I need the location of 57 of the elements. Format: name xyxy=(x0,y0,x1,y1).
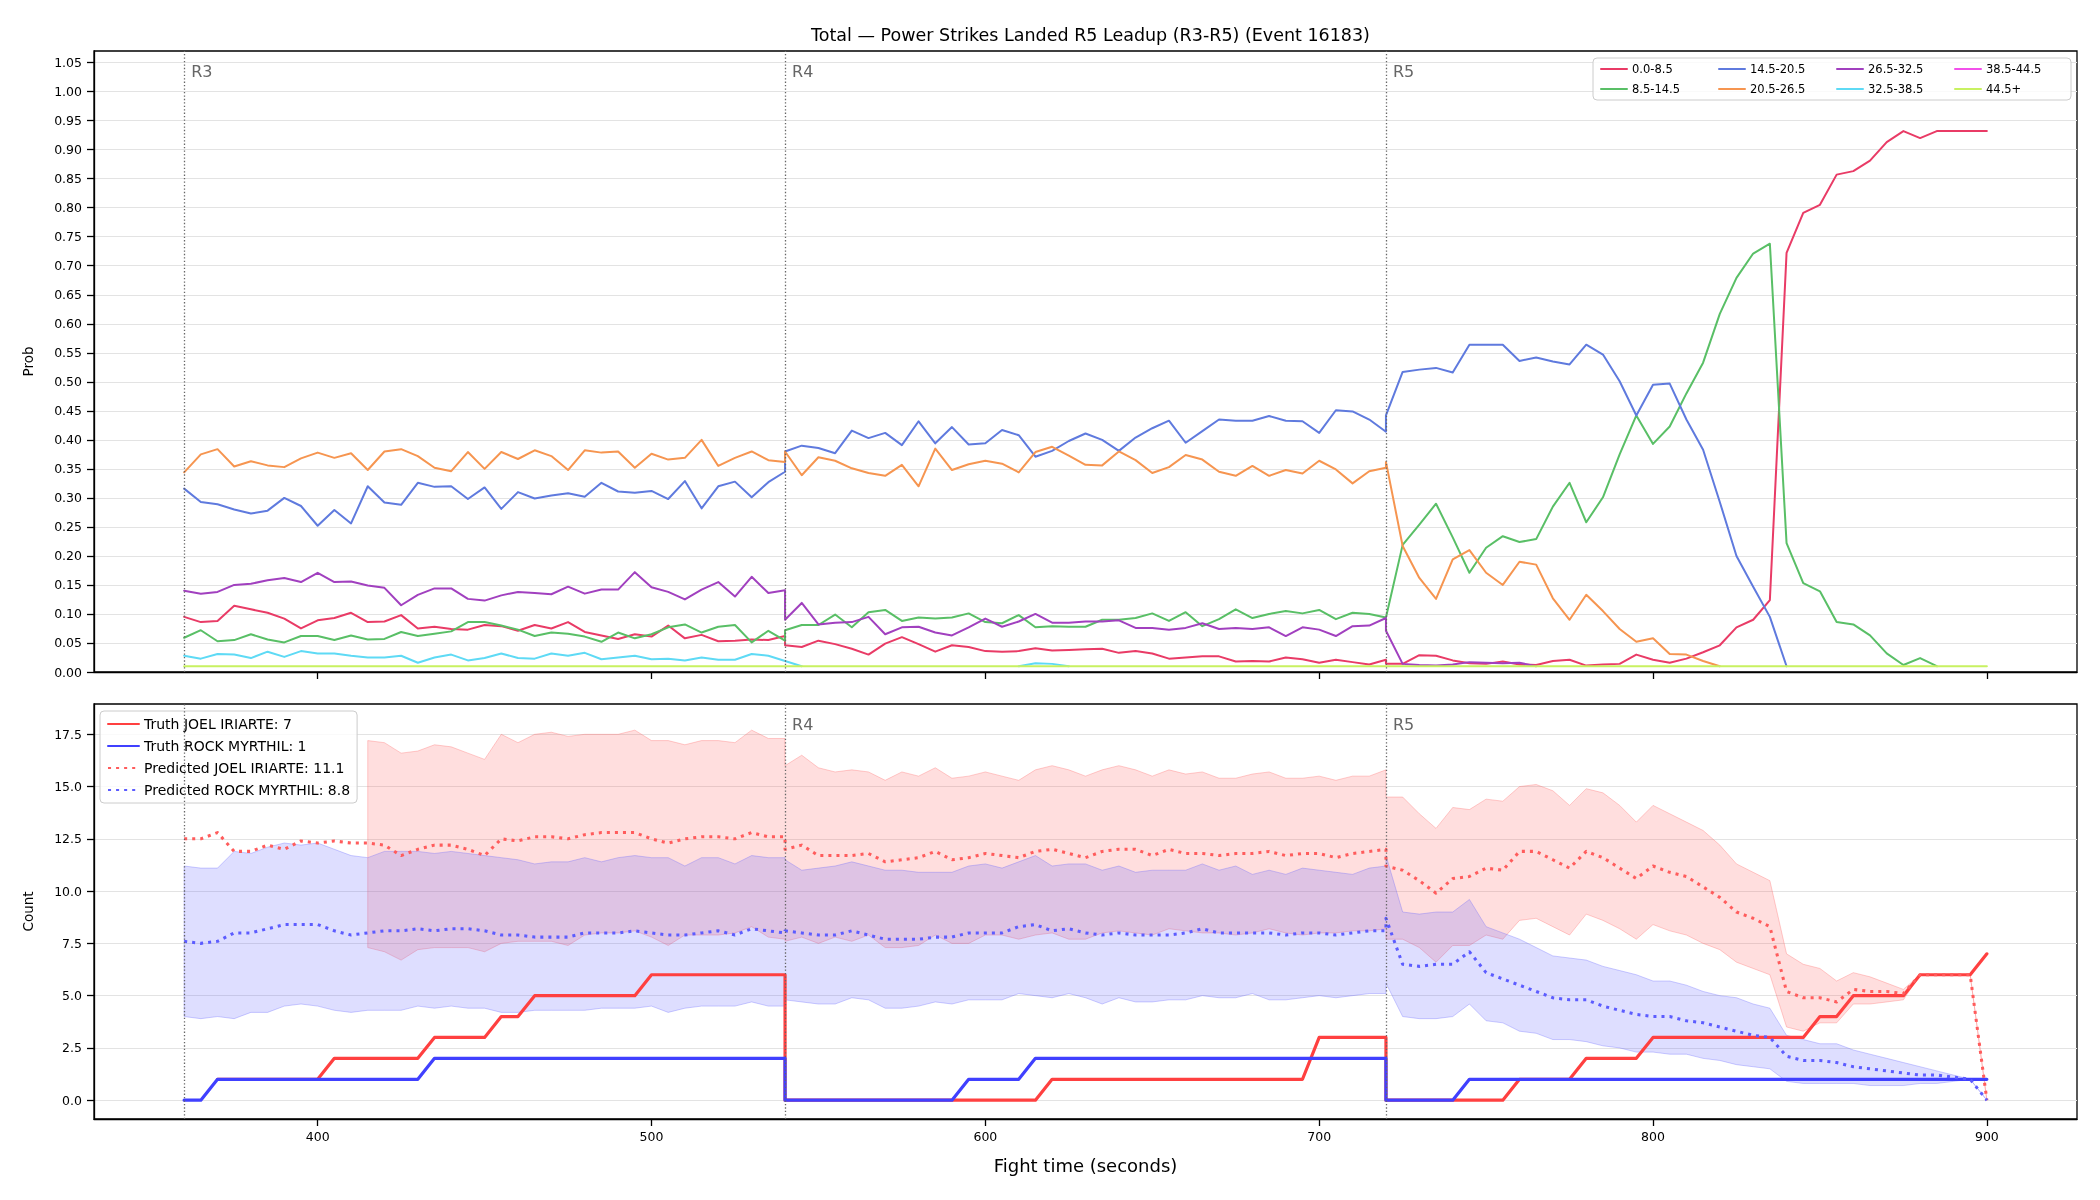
y-tick-label: 0.30 xyxy=(54,490,83,506)
y-tick-label: 0.45 xyxy=(54,403,82,419)
ref-line-label: R5 xyxy=(1392,61,1415,81)
y-tick-label: 0.10 xyxy=(54,606,83,622)
x-tick-label: 500 xyxy=(639,1129,664,1144)
y-tick-label: 0.90 xyxy=(54,142,83,158)
chart-title: Total — Power Strikes Landed R5 Leadup (R3-R5) (Event 16183) xyxy=(810,25,1370,45)
y-axis-title: Prob xyxy=(20,346,36,377)
x-axis-title: Fight time (seconds) xyxy=(993,1154,1178,1176)
legend-label: 38.5-44.5 xyxy=(1986,62,2042,76)
x-tick-label: 400 xyxy=(305,1129,330,1144)
y-tick-label: 0.25 xyxy=(54,519,82,535)
legend-label: 8.5-14.5 xyxy=(1632,82,1681,96)
legend-label: 44.5+ xyxy=(1986,82,2022,96)
y-tick-label: 0.0 xyxy=(62,1092,83,1108)
y-tick-label: 0.40 xyxy=(54,432,83,448)
y-axis-title: Count xyxy=(20,891,36,932)
ref-line-label: R5 xyxy=(1392,714,1415,734)
legend-label: Truth JOEL IRIARTE: 7 xyxy=(143,716,292,732)
y-tick-label: 1.05 xyxy=(54,55,82,71)
legend-label: 32.5-38.5 xyxy=(1868,82,1924,96)
y-tick-label: 0.55 xyxy=(54,345,82,361)
legend-label: Truth ROCK MYRTHIL: 1 xyxy=(143,738,307,754)
y-tick-label: 1.00 xyxy=(54,84,83,100)
x-tick-label: 800 xyxy=(1641,1129,1665,1144)
y-tick-label: 0.35 xyxy=(54,461,82,477)
legend-label: 14.5-20.5 xyxy=(1750,62,1806,76)
x-tick-label: 600 xyxy=(973,1129,998,1144)
y-tick-label: 0.75 xyxy=(54,229,82,245)
y-tick-label: 17.5 xyxy=(54,726,82,742)
y-tick-label: 0.15 xyxy=(54,577,82,593)
y-tick-label: 0.00 xyxy=(54,664,83,680)
legend-label: 0.0-8.5 xyxy=(1632,62,1673,76)
y-tick-label: 10.0 xyxy=(54,883,83,899)
ref-line-label: R3 xyxy=(191,61,213,81)
y-tick-label: 0.80 xyxy=(54,200,83,216)
x-tick-label: 900 xyxy=(1974,1129,1999,1144)
legend-label: 20.5-26.5 xyxy=(1750,82,1806,96)
y-tick-label: 0.95 xyxy=(54,113,82,129)
y-tick-label: 2.5 xyxy=(62,1040,82,1056)
y-tick-label: 7.5 xyxy=(62,935,82,951)
y-tick-label: 12.5 xyxy=(54,831,82,847)
y-tick-label: 0.05 xyxy=(54,635,82,651)
y-tick-label: 0.20 xyxy=(54,548,83,564)
y-tick-label: 0.85 xyxy=(54,171,82,187)
y-tick-label: 5.0 xyxy=(62,988,83,1004)
y-tick-label: 0.50 xyxy=(54,374,83,390)
legend-label: 26.5-32.5 xyxy=(1868,62,1924,76)
ref-line-label: R4 xyxy=(792,714,814,734)
y-tick-label: 15.0 xyxy=(54,779,83,795)
ref-line-label: R4 xyxy=(792,61,814,81)
legend-label: Predicted ROCK MYRTHIL: 8.8 xyxy=(144,782,351,798)
y-tick-label: 0.70 xyxy=(54,258,83,274)
legend-label: Predicted JOEL IRIARTE: 11.1 xyxy=(144,760,345,776)
y-tick-label: 0.65 xyxy=(54,287,82,303)
x-tick-label: 700 xyxy=(1307,1129,1332,1144)
y-tick-label: 0.60 xyxy=(54,316,83,332)
